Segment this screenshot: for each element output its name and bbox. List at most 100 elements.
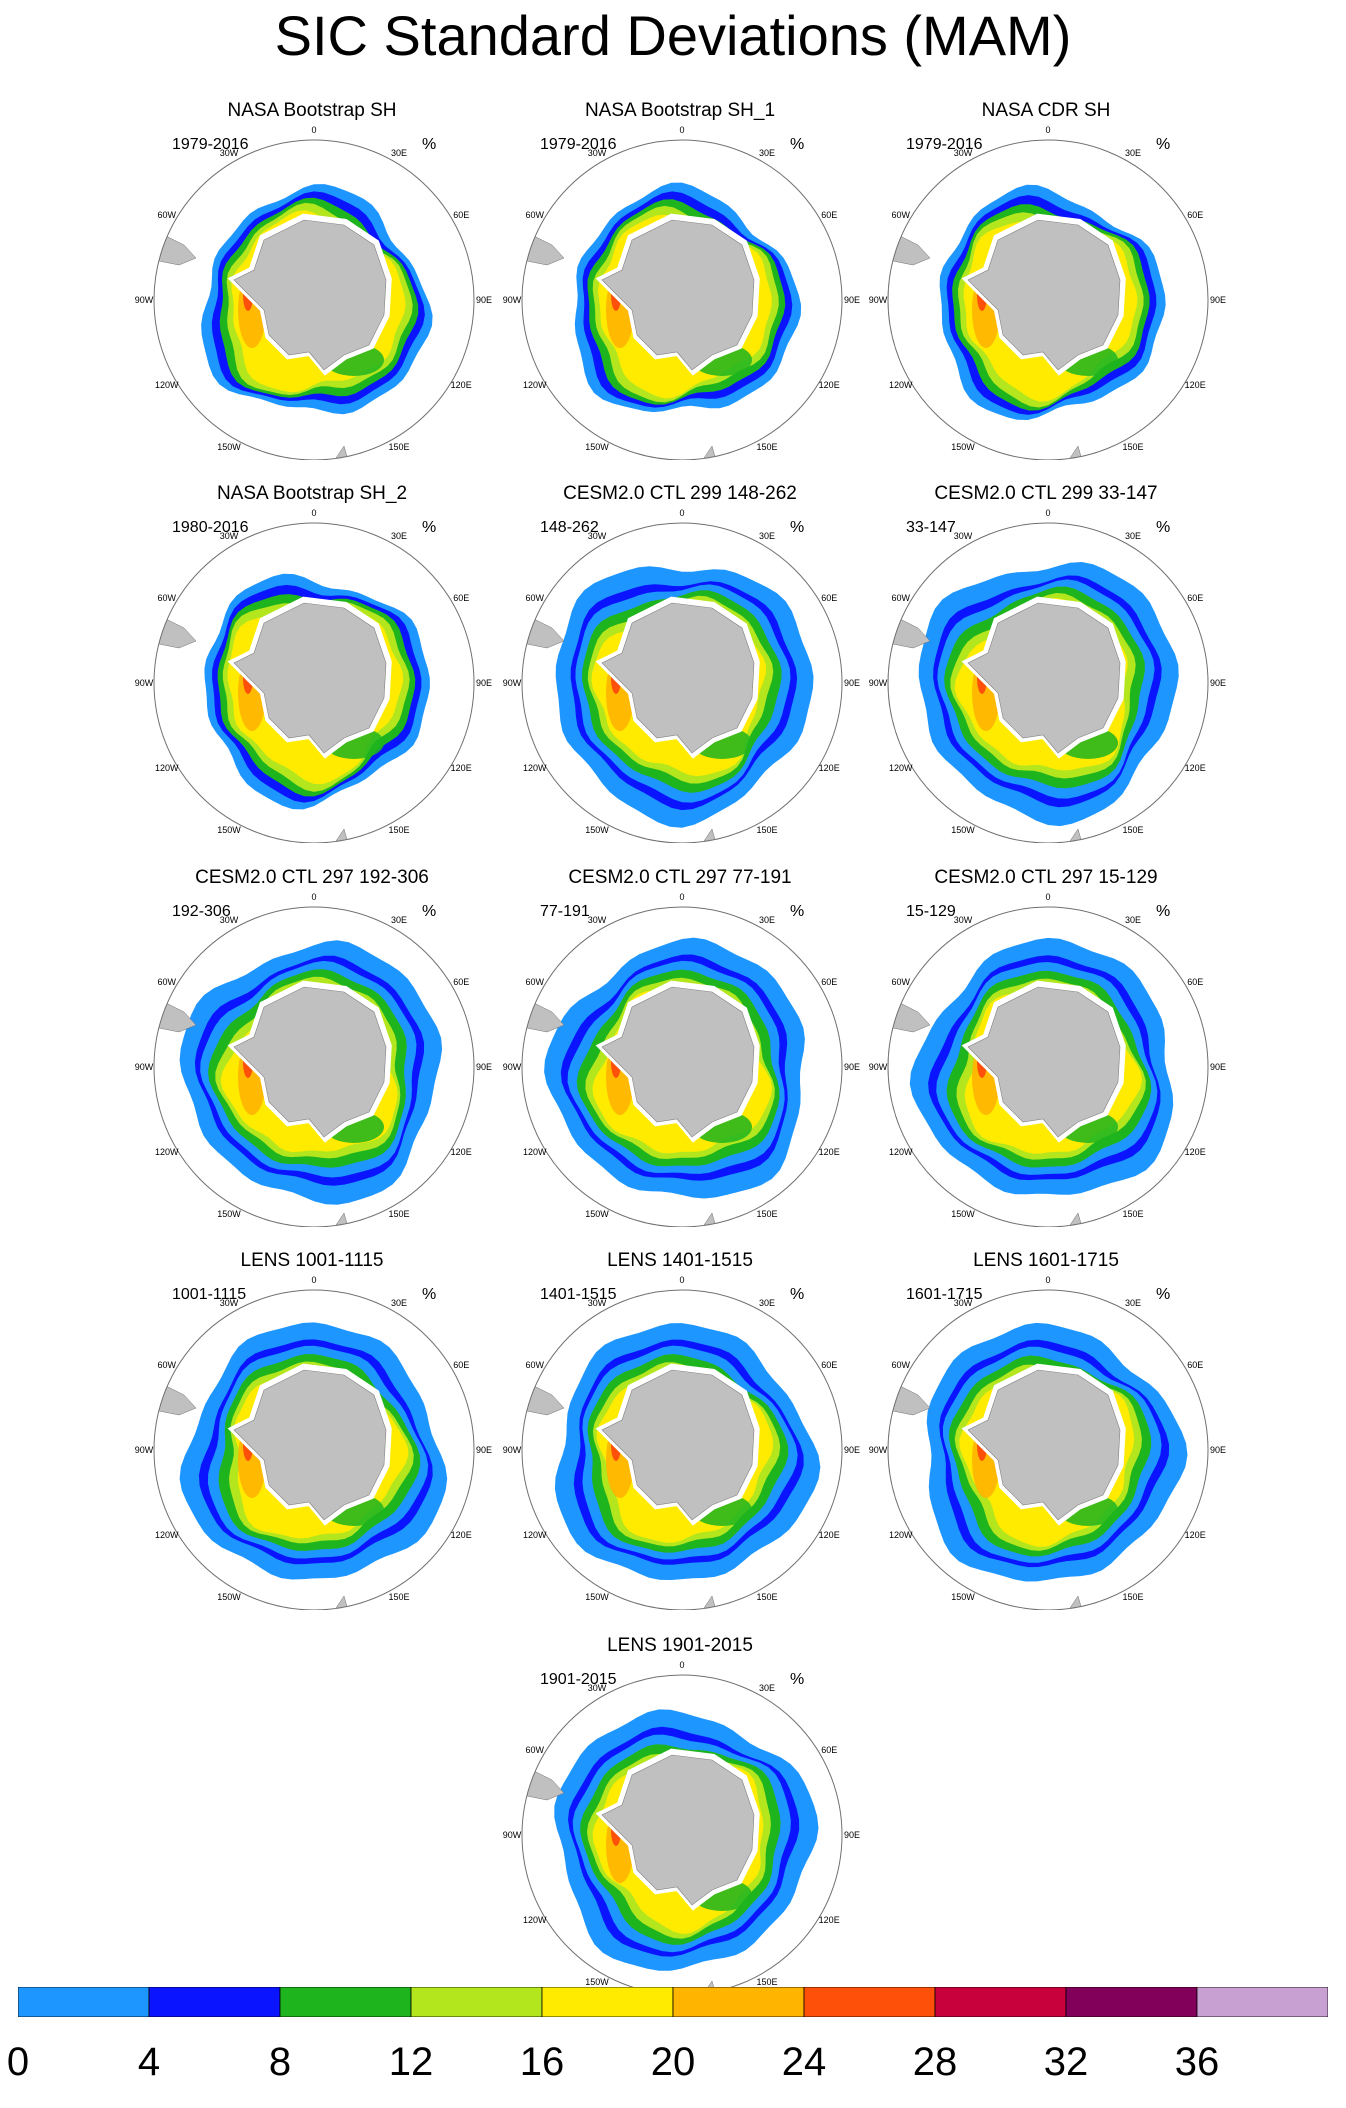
- panel-period: 1901-2015: [540, 1671, 617, 1688]
- map-boundary: [521, 139, 843, 460]
- polar-map: 030E60E90E120E150E180150W120W90W60W30W: [135, 1275, 492, 1610]
- south-america-landmass: [888, 612, 931, 649]
- longitude-label: 150E: [756, 825, 777, 835]
- longitude-label: 150W: [585, 1592, 609, 1602]
- longitude-label: 60W: [526, 210, 545, 220]
- longitude-label: 0: [1045, 1275, 1050, 1285]
- longitude-label: 0: [311, 1275, 316, 1285]
- colorbar-tick-label: 20: [650, 2040, 696, 2084]
- polar-map: 030E60E90E120E150E180150W120W90W60W30W: [503, 1660, 860, 1995]
- longitude-label: 120E: [451, 380, 472, 390]
- longitude-label: 60E: [1187, 593, 1203, 603]
- map-panel: LENS 1601-1715 1601-1715% 0 30E 60E 90E 120E 15…: [866, 1240, 1226, 1620]
- longitude-label: 150E: [1122, 442, 1143, 452]
- map-panel: CESM2.0 CTL 299 33-147 33-147% 0 30E 60E 90E 1…: [866, 473, 1226, 853]
- longitude-label: 90E: [476, 1445, 492, 1455]
- polar-map: 030E60E90E120E150E180150W120W90W60W30W: [869, 125, 1226, 460]
- panel-title: CESM2.0 CTL 297 77-191: [568, 867, 792, 888]
- longitude-label: 60E: [821, 1745, 837, 1755]
- longitude-label: 120W: [155, 380, 179, 390]
- panel-title: CESM2.0 CTL 297 192-306: [195, 867, 429, 888]
- longitude-label: 30E: [1125, 148, 1141, 158]
- longitude-label: 120E: [1185, 1530, 1206, 1540]
- colorbar-tick-label: 28: [912, 2040, 958, 2084]
- sea-ice-field: [522, 1323, 821, 1610]
- longitude-label: 30E: [391, 915, 407, 925]
- colorbar-tick-label: 16: [519, 2040, 565, 2084]
- longitude-label: 150W: [217, 1592, 241, 1602]
- longitude-label: 150W: [217, 825, 241, 835]
- longitude-label: 30E: [759, 1683, 775, 1693]
- longitude-label: 60W: [892, 1360, 911, 1370]
- longitude-label: 90E: [844, 1830, 860, 1840]
- antarctica-landmass: [967, 1369, 1121, 1521]
- colorbar-segment: [1065, 1986, 1198, 2018]
- colorbar-tick-label: 36: [1174, 2040, 1220, 2084]
- antarctica-landmass: [601, 1754, 755, 1906]
- polar-map: 030E60E90E120E150E180150W120W90W60W30W: [135, 508, 492, 843]
- map-boundary: [521, 522, 843, 843]
- longitude-label: 90E: [844, 1445, 860, 1455]
- map-boundary: [153, 906, 475, 1227]
- panel-period: 33-147: [906, 519, 956, 536]
- longitude-label: 0: [1045, 125, 1050, 135]
- longitude-label: 150W: [951, 442, 975, 452]
- longitude-label: 150E: [756, 1592, 777, 1602]
- map-boundary: [521, 906, 843, 1227]
- longitude-label: 90W: [135, 678, 154, 688]
- map-panel: LENS 1001-1115 1001-1115% 0 30E 60E 90E 120E 15…: [132, 1240, 492, 1620]
- longitude-label: 150W: [951, 1592, 975, 1602]
- longitude-label: 0: [311, 892, 316, 902]
- map-panel: NASA Bootstrap SH_1 1979-2016% 0 30E 60E 90E 1…: [500, 90, 860, 470]
- longitude-label: 120W: [889, 763, 913, 773]
- longitude-label: 60W: [158, 977, 177, 987]
- longitude-label: 150W: [585, 825, 609, 835]
- longitude-label: 150W: [951, 1209, 975, 1219]
- panel-title: LENS 1901-2015: [607, 1635, 753, 1656]
- longitude-label: 60W: [158, 210, 177, 220]
- sea-ice-field: [522, 1709, 819, 1995]
- longitude-label: 90E: [844, 1062, 860, 1072]
- map-boundary: [887, 139, 1209, 460]
- longitude-label: 120E: [451, 1530, 472, 1540]
- longitude-label: 60W: [892, 593, 911, 603]
- longitude-label: 30E: [1125, 915, 1141, 925]
- polar-map: 030E60E90E120E150E180150W120W90W60W30W: [503, 1275, 860, 1610]
- antarctica-landmass: [601, 986, 755, 1138]
- panel-title: LENS 1001-1115: [240, 1250, 384, 1271]
- longitude-label: 30W: [588, 915, 607, 925]
- south-america-landmass: [888, 1379, 931, 1416]
- panel-title: LENS 1601-1715: [973, 1250, 1119, 1271]
- map-panel: NASA CDR SH 1979-2016% 0 30E 60E 90E 120E 150E 1…: [866, 90, 1226, 470]
- colorbar-segment: [17, 1986, 150, 2018]
- panel-units: %: [422, 519, 437, 536]
- longitude-label: 150E: [756, 442, 777, 452]
- longitude-label: 60W: [526, 977, 545, 987]
- longitude-label: 150W: [217, 442, 241, 452]
- longitude-label: 90W: [869, 1062, 888, 1072]
- map-boundary: [887, 906, 1209, 1227]
- longitude-label: 120W: [889, 1147, 913, 1157]
- longitude-label: 120E: [819, 763, 840, 773]
- south-america-landmass: [154, 612, 197, 649]
- colorbar-tick-label: 32: [1043, 2040, 1089, 2084]
- panel-period: 192-306: [172, 903, 231, 920]
- longitude-label: 120W: [155, 1147, 179, 1157]
- map-boundary: [153, 139, 475, 460]
- longitude-label: 120W: [889, 380, 913, 390]
- south-america-landmass: [154, 996, 197, 1033]
- polar-map: 030E60E90E120E150E180150W120W90W60W30W: [503, 508, 860, 843]
- longitude-label: 90W: [503, 1830, 522, 1840]
- panel-units: %: [422, 903, 437, 920]
- map-boundary: [153, 522, 475, 843]
- longitude-label: 120W: [523, 1147, 547, 1157]
- antarctica-landmass: [233, 1369, 387, 1521]
- map-boundary: [521, 1674, 843, 1995]
- panel-title: LENS 1401-1515: [607, 1250, 753, 1271]
- longitude-label: 0: [311, 508, 316, 518]
- panel-period: 1979-2016: [172, 136, 249, 153]
- map-panel: CESM2.0 CTL 297 15-129 15-129% 0 30E 60E 90E 1…: [866, 857, 1226, 1237]
- longitude-label: 0: [679, 892, 684, 902]
- longitude-label: 90E: [1210, 295, 1226, 305]
- longitude-label: 150E: [388, 1209, 409, 1219]
